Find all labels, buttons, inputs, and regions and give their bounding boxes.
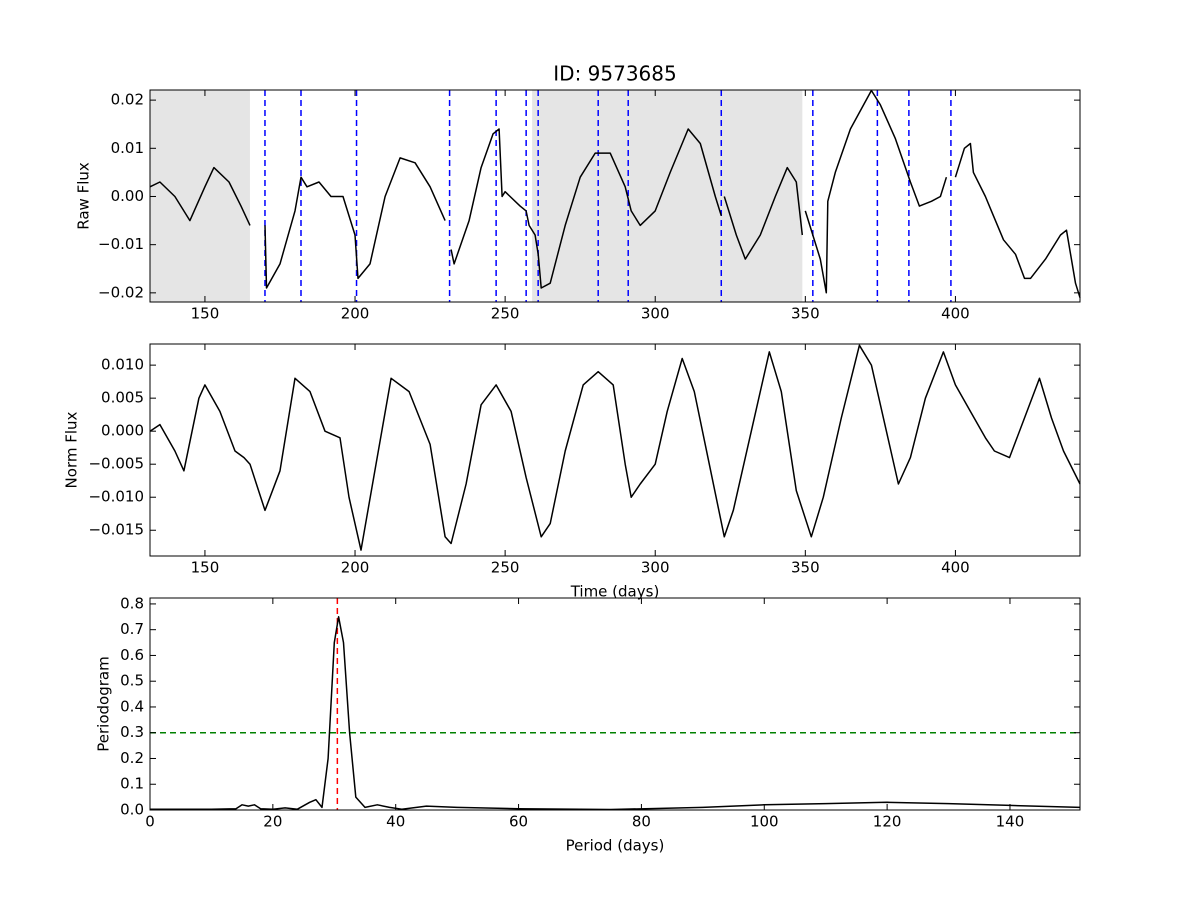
y-tick-label: 0.8 [120, 594, 144, 612]
y-tick-label: 0.6 [120, 646, 144, 664]
y-axis-label: Norm Flux [63, 411, 81, 488]
x-tick-label: 250 [491, 559, 520, 577]
x-tick-label: 40 [386, 813, 405, 831]
y-axis-label: Raw Flux [75, 162, 93, 230]
x-tick-label: 0 [145, 813, 155, 831]
y-tick-label: 0.7 [120, 620, 144, 638]
x-axis-label: Period (days) [566, 837, 665, 855]
y-tick-label: 0.3 [120, 723, 144, 741]
x-tick-label: 200 [341, 305, 370, 323]
y-tick-label: 0.00 [111, 187, 144, 205]
data-line [150, 616, 1081, 811]
shaded-span [532, 90, 803, 302]
shaded-span [150, 90, 250, 302]
y-tick-label: −0.010 [88, 488, 144, 506]
y-tick-label: −0.01 [98, 235, 144, 253]
y-tick-label: 0.005 [101, 389, 144, 407]
x-tick-label: 150 [191, 559, 220, 577]
x-tick-label: 300 [641, 559, 670, 577]
y-tick-label: 0.02 [111, 91, 144, 109]
y-tick-label: 0.01 [111, 139, 144, 157]
y-tick-label: 0.5 [120, 672, 144, 690]
x-tick-label: 350 [791, 559, 820, 577]
y-tick-label: −0.02 [98, 283, 144, 301]
y-tick-label: −0.015 [88, 521, 144, 539]
y-tick-label: 0.1 [120, 775, 144, 793]
x-tick-label: 80 [632, 813, 651, 831]
x-tick-label: 400 [941, 305, 970, 323]
x-tick-label: 300 [641, 305, 670, 323]
x-tick-label: 20 [263, 813, 282, 831]
y-tick-label: 0.2 [120, 749, 144, 767]
x-tick-label: 350 [791, 305, 820, 323]
axes-frame [149, 597, 1081, 811]
y-tick-label: 0.010 [101, 356, 144, 374]
x-tick-label: 250 [491, 305, 520, 323]
y-tick-label: −0.005 [88, 455, 144, 473]
x-tick-label: 200 [341, 559, 370, 577]
y-tick-label: 0.000 [101, 422, 144, 440]
x-tick-label: 400 [941, 559, 970, 577]
x-axis-label: Time (days) [570, 583, 660, 601]
axes-frame [149, 343, 1081, 557]
x-tick-label: 100 [750, 813, 779, 831]
data-line [149, 89, 1081, 298]
x-tick-label: 150 [191, 305, 220, 323]
y-tick-label: 0.0 [120, 801, 144, 819]
y-tick-label: 0.4 [120, 697, 144, 715]
x-tick-label: 60 [509, 813, 528, 831]
y-axis-label: Periodogram [95, 656, 113, 751]
x-tick-label: 120 [873, 813, 902, 831]
x-tick-label: 140 [996, 813, 1025, 831]
data-line [149, 344, 1081, 551]
chart-title: ID: 9573685 [553, 62, 676, 86]
